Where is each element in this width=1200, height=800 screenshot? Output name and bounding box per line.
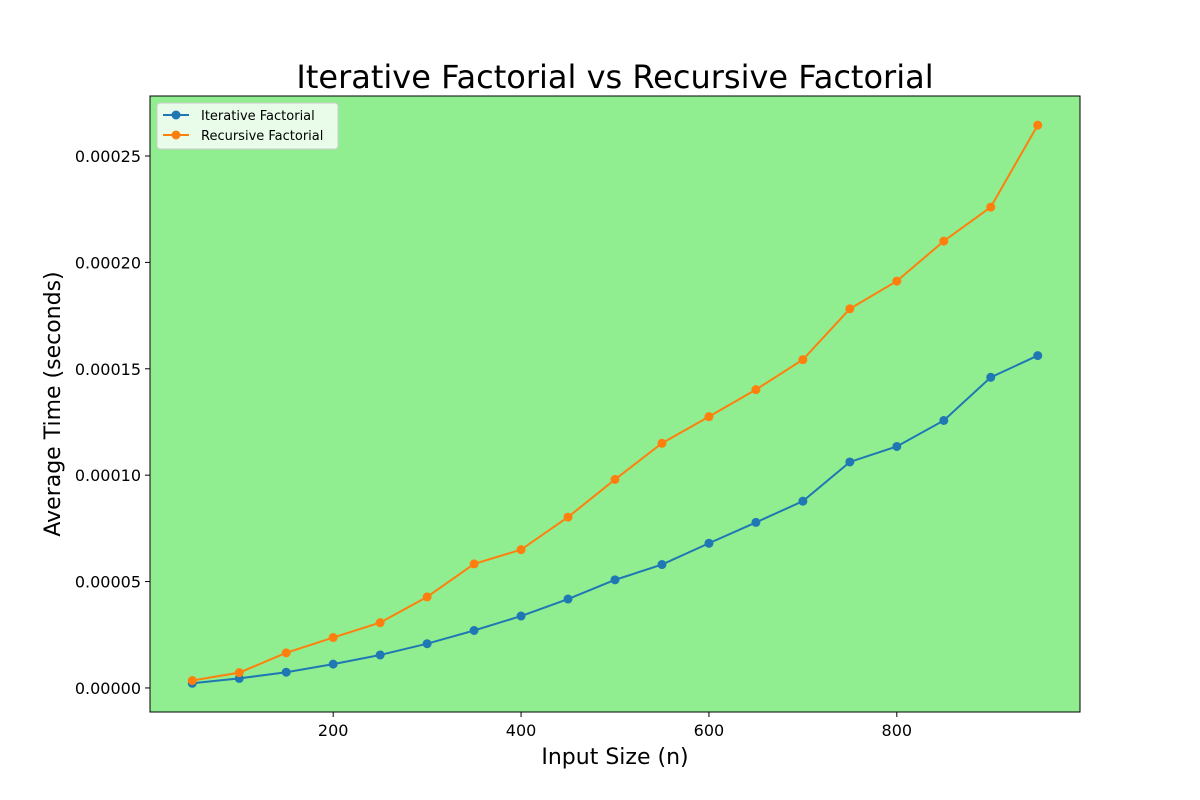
chart-title: Iterative Factorial vs Recursive Factori… <box>296 58 933 96</box>
data-point-recursive-factorial <box>610 474 620 484</box>
y-tick-label: 0.00020 <box>75 253 141 272</box>
y-axis: 0.00000 0.00005 0.00010 0.00015 0.00020 0.000… <box>75 147 150 698</box>
data-point-recursive-factorial <box>281 648 291 658</box>
data-point-iterative-factorial <box>563 594 573 604</box>
data-point-recursive-factorial <box>704 412 714 422</box>
data-point-recursive-factorial <box>798 355 808 365</box>
data-point-iterative-factorial <box>845 457 855 467</box>
y-tick-label: 0.00015 <box>75 360 141 379</box>
data-point-iterative-factorial <box>516 611 526 621</box>
x-tick-label: 600 <box>694 721 725 740</box>
plot-area <box>149 95 1081 713</box>
legend-label-iterative: Iterative Factorial <box>201 109 315 124</box>
x-axis: 200 400 600 800 <box>318 712 912 740</box>
data-point-recursive-factorial <box>751 385 761 395</box>
data-point-iterative-factorial <box>469 626 479 636</box>
legend: Iterative Factorial Recursive Factorial <box>156 102 339 150</box>
data-point-iterative-factorial <box>798 496 808 506</box>
data-point-recursive-factorial <box>234 668 244 678</box>
data-point-iterative-factorial <box>939 415 949 425</box>
legend-marker-recursive <box>171 130 181 140</box>
data-point-iterative-factorial <box>704 538 714 548</box>
x-tick-label: 800 <box>882 721 913 740</box>
data-point-iterative-factorial <box>328 659 338 669</box>
data-point-recursive-factorial <box>375 618 385 628</box>
legend-box <box>156 102 339 150</box>
data-point-recursive-factorial <box>563 512 573 522</box>
data-point-iterative-factorial <box>375 650 385 660</box>
data-point-iterative-factorial <box>751 517 761 527</box>
data-point-recursive-factorial <box>892 276 902 286</box>
y-tick-label: 0.00000 <box>75 679 141 698</box>
y-axis-label: Average Time (seconds) <box>41 271 66 536</box>
data-point-recursive-factorial <box>939 236 949 246</box>
data-point-recursive-factorial <box>422 592 432 602</box>
data-point-iterative-factorial <box>892 441 902 451</box>
data-point-recursive-factorial <box>986 202 996 212</box>
data-point-iterative-factorial <box>422 639 432 649</box>
data-point-iterative-factorial <box>986 372 996 382</box>
legend-label-recursive: Recursive Factorial <box>201 129 323 144</box>
data-point-iterative-factorial <box>657 560 667 570</box>
data-point-recursive-factorial <box>469 559 479 569</box>
data-point-recursive-factorial <box>1033 120 1043 130</box>
x-tick-label: 200 <box>318 721 349 740</box>
data-point-iterative-factorial <box>610 575 620 585</box>
y-tick-label: 0.00025 <box>75 147 141 166</box>
data-point-recursive-factorial <box>516 545 526 555</box>
legend-marker-iterative <box>171 110 181 120</box>
data-point-iterative-factorial <box>1033 351 1043 361</box>
y-tick-label: 0.00005 <box>75 573 141 592</box>
data-point-recursive-factorial <box>187 676 197 686</box>
data-point-recursive-factorial <box>845 304 855 314</box>
data-point-recursive-factorial <box>328 633 338 643</box>
x-axis-label: Input Size (n) <box>541 745 688 770</box>
y-tick-label: 0.00010 <box>75 466 141 485</box>
x-tick-label: 400 <box>506 721 537 740</box>
data-point-recursive-factorial <box>657 438 667 448</box>
data-point-iterative-factorial <box>281 667 291 677</box>
series-layer <box>187 120 1043 688</box>
